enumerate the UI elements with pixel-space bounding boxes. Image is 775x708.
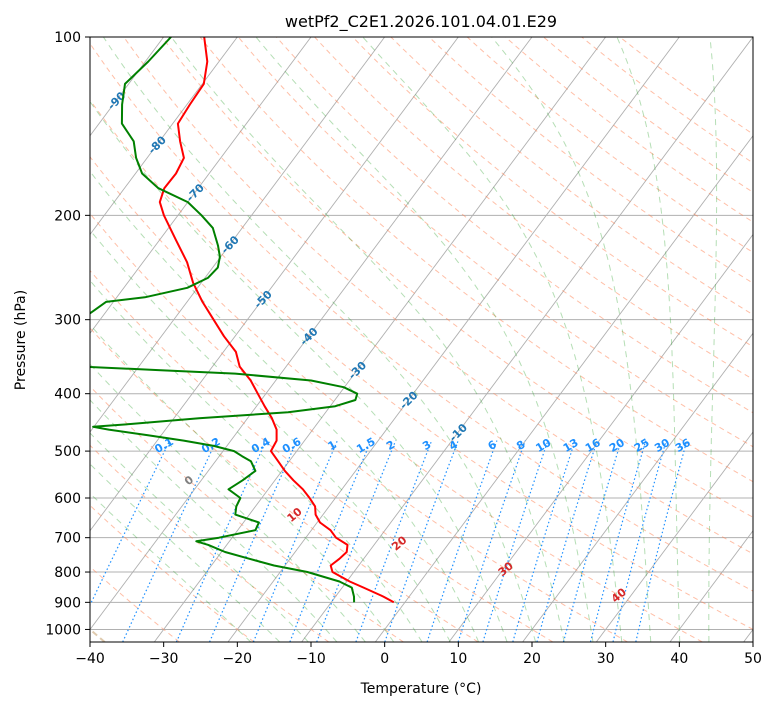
x-tick-label: 40 xyxy=(670,651,688,667)
y-tick-label: 200 xyxy=(54,208,81,224)
moist-adiabat-line xyxy=(362,37,623,642)
y-tick-label: 400 xyxy=(54,387,81,403)
isotherm-line xyxy=(90,37,533,631)
mixing-ratio-line xyxy=(589,440,647,642)
x-tick-label: 0 xyxy=(380,651,389,667)
isotherm-line xyxy=(301,37,753,642)
moist-adiabat-line xyxy=(491,37,652,642)
background-lines xyxy=(90,37,753,642)
y-axis-title: Pressure (hPa) xyxy=(13,290,29,390)
isotherm-line xyxy=(90,37,386,433)
isotherm-line xyxy=(595,431,753,642)
moist-adiabat-line xyxy=(90,463,281,642)
mixing-ratio-line xyxy=(562,440,622,642)
x-tick-label: −30 xyxy=(149,651,179,667)
dry-adiabat-line xyxy=(237,37,753,448)
mixing-ratio-line xyxy=(175,440,267,642)
mixing-ratio-line xyxy=(635,440,688,642)
dry-adiabat-line xyxy=(161,37,753,518)
moist-adiabat-line xyxy=(90,279,423,642)
dry-adiabat-line xyxy=(352,37,753,348)
moist-adiabat-line xyxy=(90,100,508,642)
dry-adiabat-line xyxy=(90,212,628,642)
y-tick-label: 1000 xyxy=(45,622,81,638)
mixing-ratio-line xyxy=(355,440,433,642)
mixing-ratio-line xyxy=(209,440,298,642)
dry-adiabat-line xyxy=(466,37,753,253)
isotherm-line xyxy=(90,37,238,236)
moist-adiabat-line xyxy=(90,363,366,642)
y-tick-label: 700 xyxy=(54,531,81,547)
x-axis: −40 −30 −20 −10 0 10 20 30 40 50 xyxy=(75,642,762,667)
moist-adiabat-line xyxy=(90,432,309,642)
moist-adiabat-line xyxy=(102,37,537,642)
mixing-ratio-line xyxy=(512,440,576,642)
dry-adiabat-line xyxy=(505,37,753,223)
x-tick-label: −10 xyxy=(296,651,326,667)
mixing-ratio-line xyxy=(612,440,667,642)
x-tick-label: 10 xyxy=(449,651,467,667)
dry-adiabat-line xyxy=(276,37,753,414)
isotherm-line xyxy=(227,37,680,642)
x-tick-label: −20 xyxy=(223,651,253,667)
x-tick-label: −40 xyxy=(75,651,105,667)
x-tick-label: 50 xyxy=(744,651,762,667)
x-tick-label: 30 xyxy=(597,651,615,667)
dewpoint-profile-line xyxy=(90,37,359,603)
mixing-ratio-line xyxy=(384,440,459,642)
y-axis: 100 200 300 400 500 600 700 800 900 1000 xyxy=(45,30,90,638)
dry-adiabat-line xyxy=(123,37,753,555)
y-tick-label: 100 xyxy=(54,30,81,46)
x-tick-label: 20 xyxy=(523,651,541,667)
isotherm-line xyxy=(669,529,753,642)
dry-adiabat-line xyxy=(90,155,703,642)
mixing-ratio-line xyxy=(536,440,598,642)
dry-adiabat-line xyxy=(90,385,404,642)
moist-adiabat-line xyxy=(708,37,718,642)
y-tick-label: 600 xyxy=(54,491,81,507)
data-series xyxy=(90,37,395,604)
moist-adiabat-line xyxy=(90,399,338,642)
dry-adiabat-line xyxy=(314,37,753,380)
y-tick-label: 800 xyxy=(54,565,81,581)
plot-frame xyxy=(89,36,754,643)
isotherm-line xyxy=(90,37,312,334)
y-tick-label: 900 xyxy=(54,595,81,611)
dry-adiabat-line xyxy=(199,37,753,483)
moist-adiabat-line xyxy=(255,37,594,642)
y-tick-label: 300 xyxy=(54,313,81,329)
dry-adiabat-line xyxy=(543,37,753,193)
chart-title: wetPf2_C2E1.2026.101.04.01.E29 xyxy=(285,12,557,32)
isotherm-line xyxy=(374,134,753,642)
mixing-ratio-line xyxy=(252,440,338,642)
y-tick-label: 500 xyxy=(54,444,81,460)
isotherm-line xyxy=(90,37,459,532)
moist-adiabat-line xyxy=(90,324,395,642)
temperature-profile-line xyxy=(158,37,395,604)
x-axis-title: Temperature (°C) xyxy=(360,681,482,697)
isotherm-line xyxy=(153,37,607,642)
moist-adiabat-line xyxy=(616,37,681,642)
isotherm-line xyxy=(448,233,753,642)
mixing-ratio-line xyxy=(482,440,549,642)
moist-adiabat-line xyxy=(90,170,480,642)
isotherm-line xyxy=(522,332,753,642)
moist-adiabat-line xyxy=(90,229,451,642)
